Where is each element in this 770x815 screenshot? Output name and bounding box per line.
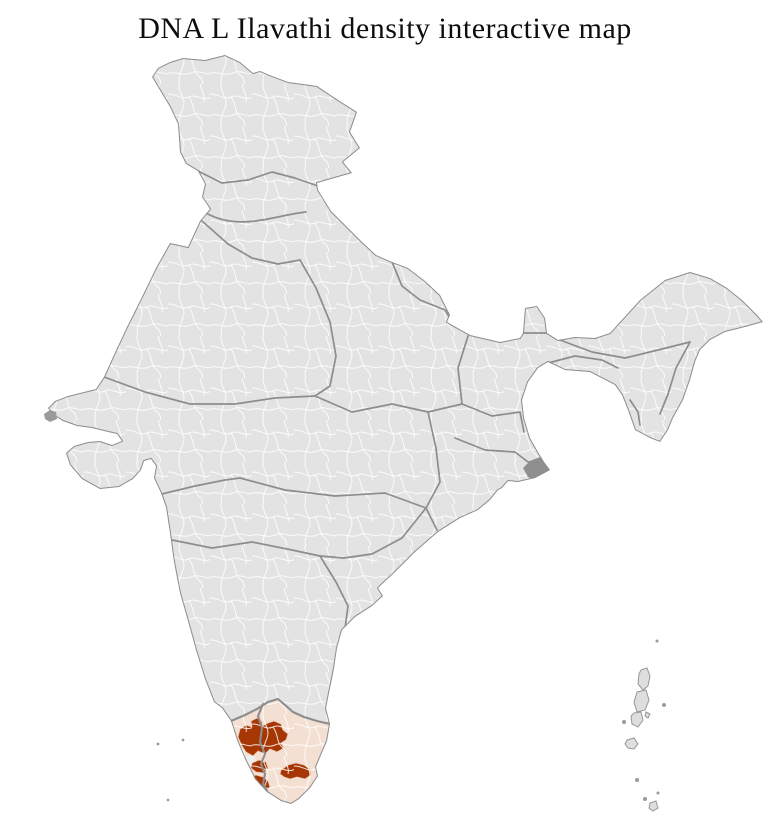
lakshadweep-islands[interactable] [156,738,185,802]
island-speck [166,798,170,802]
island[interactable] [648,800,659,812]
island[interactable] [644,711,651,719]
island-speck [635,778,639,782]
island-speck [643,797,647,801]
island-speck [655,639,659,643]
kutch-islet [44,410,57,422]
island[interactable] [633,689,650,713]
island-speck [622,720,626,724]
page-title: DNA L Ilavathi density interactive map [138,12,632,45]
island-speck [662,703,666,707]
state-border-peninsula-mid [256,702,273,803]
state-borders [103,170,691,803]
island-speck [181,738,185,742]
state-border-peninsula-top [229,697,332,726]
island[interactable] [630,711,644,728]
island[interactable] [624,737,639,750]
island[interactable] [637,667,651,691]
andaman-nicobar-islands[interactable] [622,639,666,812]
island-speck [156,742,160,746]
island-speck [656,791,660,795]
